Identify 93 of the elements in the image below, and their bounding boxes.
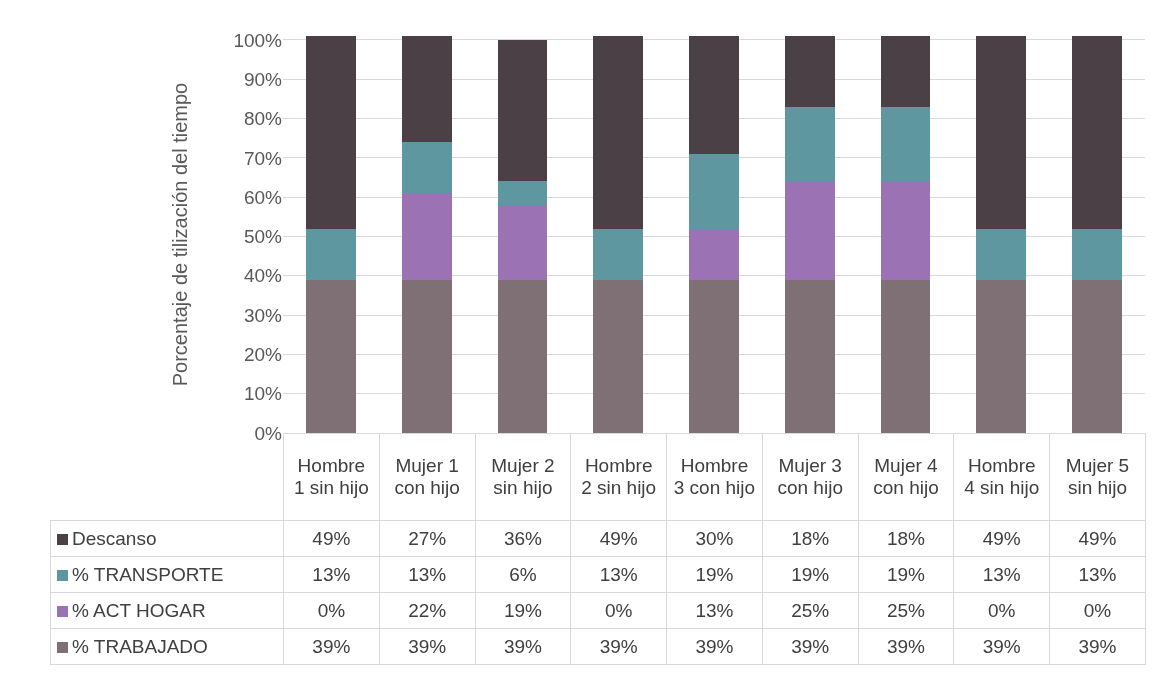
data-label: 27% [379,520,476,557]
data-label: 19% [762,556,859,593]
y-tick-label: 100% [233,29,283,51]
bar [784,36,835,107]
data-label: 19% [666,556,763,593]
data-label: 0% [283,592,380,629]
y-tick-label: 70% [243,147,283,169]
data-label: 0% [953,592,1050,629]
x-tick-label: Hombre 2 sin hijo [570,433,667,521]
bar [689,279,739,433]
y-tick-label: 20% [243,344,283,366]
data-label: 13% [1049,556,1146,593]
bar [1072,36,1123,229]
y-axis-title: Porcentaje de tilización del tiempo [168,82,191,387]
y-tick-label: 40% [243,265,283,287]
legend-label: % TRABAJADO [72,635,208,657]
y-tick-label: 30% [243,304,283,326]
bar [976,36,1027,229]
y-tick-label: 60% [243,186,283,208]
bar [497,181,548,206]
bar [305,36,356,229]
x-tick-label: Hombre 1 sin hijo [283,433,380,521]
bar [593,36,644,229]
x-tick-label: Hombre 4 sin hijo [953,433,1050,521]
x-tick-label: Mujer 3 con hijo [762,433,859,521]
y-tick-label: 50% [243,226,283,248]
bar [784,181,835,280]
bar [689,228,739,280]
legend-label: % TRANSPORTE [72,563,224,585]
data-label: 49% [283,520,380,557]
data-label: 13% [283,556,380,593]
bar [497,39,548,182]
bar [593,279,644,433]
data-label: 13% [570,556,667,593]
bar [497,279,548,433]
data-label: 36% [475,520,571,557]
bar [305,279,356,433]
data-label: 39% [858,628,954,665]
data-label: 39% [379,628,476,665]
y-tick-label: 90% [243,68,283,90]
bar [976,228,1027,280]
y-tick-label: 10% [243,383,283,405]
legend-label: Descanso [72,527,157,549]
data-label: 18% [762,520,859,557]
bar [784,279,835,433]
x-tick-label: Mujer 2 sin hijo [475,433,571,521]
data-label: 39% [570,628,667,665]
bar [401,193,452,280]
data-label: 18% [858,520,954,557]
bar [689,153,739,229]
x-tick-label: Mujer 5 sin hijo [1049,433,1146,521]
data-label: 49% [570,520,667,557]
bar [880,279,931,433]
data-label: 39% [283,628,380,665]
x-tick-label: Mujer 1 con hijo [379,433,476,521]
data-label: 25% [858,592,954,629]
bar [401,142,452,194]
data-label: 6% [475,556,571,593]
bar [880,106,931,182]
data-label: 39% [762,628,859,665]
data-label: 0% [570,592,667,629]
data-label: 49% [953,520,1050,557]
data-label: 0% [1049,592,1146,629]
data-label: 22% [379,592,476,629]
data-label: 39% [475,628,571,665]
bar [976,279,1027,433]
data-label: 49% [1049,520,1146,557]
data-label: 39% [666,628,763,665]
data-label: 39% [953,628,1050,665]
data-label: 13% [666,592,763,629]
data-label: 13% [379,556,476,593]
bar [401,279,452,433]
data-label: 30% [666,520,763,557]
y-tick-label: 80% [243,108,283,130]
bar [689,36,739,154]
bar [880,181,931,280]
y-tick-label: 0% [254,422,283,444]
legend-label: % ACT HOGAR [72,599,206,621]
bar [1072,279,1123,433]
data-label: 19% [475,592,571,629]
x-tick-label: Mujer 4 con hijo [858,433,954,521]
bar [401,36,452,143]
data-label: 13% [953,556,1050,593]
bar [497,205,548,280]
data-label: 25% [762,592,859,629]
bar [784,106,835,182]
bar [305,228,356,280]
data-label: 19% [858,556,954,593]
data-label: 39% [1049,628,1146,665]
bar [593,228,644,280]
x-tick-label: Hombre 3 con hijo [666,433,763,521]
bar [1072,228,1123,280]
bar [880,36,931,107]
